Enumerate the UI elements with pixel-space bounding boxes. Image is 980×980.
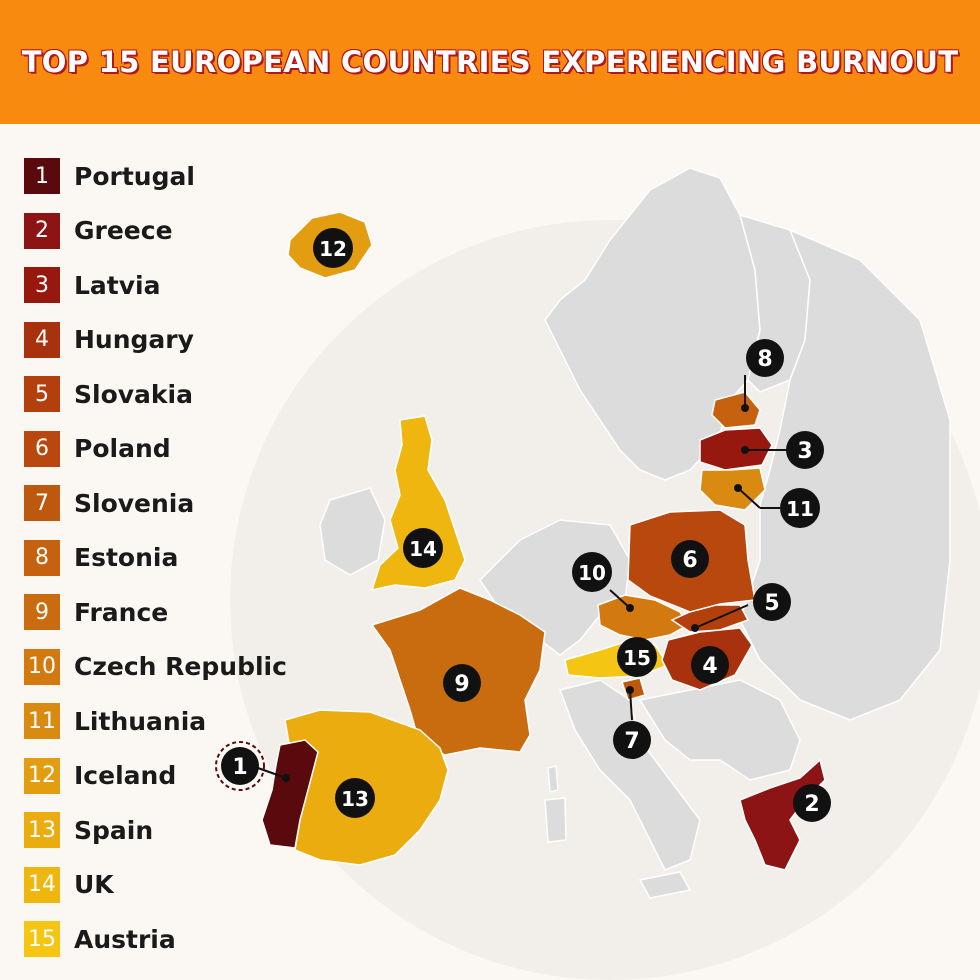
europe-map: 1 2 3 4 5 6 7 8 9 10 11 12 13 14 15 (215, 167, 980, 980)
marker-spain: 13 (335, 778, 375, 818)
legend-rank-badge: 5 (24, 376, 60, 412)
header-banner: TOP 15 EUROPEAN COUNTRIES EXPERIENCING B… (0, 0, 980, 124)
svg-text:4: 4 (702, 654, 717, 679)
marker-greece: 2 (793, 784, 831, 822)
legend-item: 7 Slovenia (24, 483, 324, 523)
legend-rank-badge: 1 (24, 158, 60, 194)
marker-austria: 15 (617, 637, 657, 677)
leader-lines (257, 375, 790, 779)
legend-rank-badge: 10 (24, 648, 60, 685)
legend-rank-badge: 13 (24, 812, 60, 848)
marker-portugal-halo (215, 741, 265, 791)
legend-country-label: Spain (74, 815, 154, 845)
legend-country-label: France (74, 597, 169, 627)
corsica-land (547, 765, 559, 793)
marker-poland: 6 (671, 540, 709, 578)
legend-country-label: UK (74, 870, 114, 899)
svg-text:5: 5 (764, 591, 779, 616)
legend-rank-badge: 14 (24, 866, 60, 903)
legend-rank-badge: 9 (24, 594, 60, 630)
legend-item: 4 Hungary (24, 320, 324, 360)
marker-uk: 14 (403, 528, 443, 568)
scandinavia-land (544, 167, 761, 481)
legend-rank-badge: 11 (24, 703, 60, 739)
country-portugal (261, 739, 319, 849)
svg-text:15: 15 (623, 646, 651, 670)
marker-iceland: 12 (313, 228, 353, 268)
legend-country-label: Latvia (74, 270, 161, 300)
svg-text:11: 11 (786, 497, 814, 521)
legend-country-label: Hungary (74, 325, 194, 354)
svg-text:13: 13 (341, 787, 369, 811)
legend-item: 5 Slovakia (24, 374, 324, 414)
legend-rank-badge: 6 (24, 430, 60, 467)
legend-rank-badge: 8 (24, 539, 60, 576)
marker-portugal: 1 (221, 747, 259, 785)
legend-rank-badge: 12 (24, 757, 60, 794)
svg-text:6: 6 (682, 548, 697, 573)
balkans-land (638, 679, 801, 781)
legend-country-label: Iceland (74, 761, 177, 790)
legend-item: 3 Latvia (24, 265, 324, 305)
legend-item: 10 Czech Republic (24, 647, 324, 687)
legend-item: 11 Lithuania (24, 701, 324, 741)
legend-country-label: Slovenia (74, 488, 195, 518)
page-title: TOP 15 EUROPEAN COUNTRIES EXPERIENCING B… (21, 45, 959, 79)
svg-text:1: 1 (232, 755, 247, 780)
marker-slovakia: 5 (753, 583, 791, 621)
ranked-countries (261, 211, 826, 871)
legend-country-label: Austria (74, 924, 176, 954)
legend-rank-badge: 2 (24, 212, 60, 249)
legend-item: 12 Iceland (24, 756, 324, 796)
svg-text:8: 8 (757, 347, 772, 372)
legend-country-label: Slovakia (74, 379, 193, 409)
svg-text:3: 3 (797, 439, 812, 464)
sardinia-land (544, 797, 567, 843)
legend-country-label: Portugal (74, 161, 195, 191)
legend-rank-badge: 15 (24, 921, 60, 957)
legend-item: 14 UK (24, 865, 324, 905)
marker-slovenia: 7 (613, 721, 651, 759)
legend-item: 1 Portugal (24, 156, 324, 196)
legend-country-label: Poland (74, 434, 171, 463)
legend-item: 2 Greece (24, 211, 324, 251)
legend-rank-badge: 3 (24, 267, 60, 303)
marker-estonia: 8 (746, 339, 784, 377)
sicily-land (638, 871, 692, 899)
legend-item: 13 Spain (24, 810, 324, 850)
country-latvia (699, 427, 773, 471)
marker-lithuania: 11 (780, 488, 820, 528)
legend-country-label: Lithuania (74, 706, 207, 736)
legend-rank-badge: 7 (24, 485, 60, 521)
marker-france: 9 (443, 664, 481, 702)
legend-item: 9 France (24, 592, 324, 632)
svg-text:10: 10 (578, 561, 606, 585)
legend-country-label: Greece (74, 216, 173, 245)
legend-item: 15 Austria (24, 919, 324, 959)
legend: 1 Portugal 2 Greece 3 Latvia 4 Hungary 5 Slovakia… (24, 156, 324, 974)
rank-markers: 1 2 3 4 5 6 7 8 9 10 11 12 13 14 15 (215, 228, 831, 822)
svg-text:14: 14 (409, 537, 437, 561)
marker-czech-republic: 10 (572, 552, 612, 592)
legend-country-label: Estonia (74, 543, 179, 572)
svg-text:12: 12 (319, 237, 347, 261)
legend-item: 6 Poland (24, 429, 324, 469)
legend-country-label: Czech Republic (74, 652, 287, 681)
country-czech-republic (597, 594, 690, 641)
svg-text:2: 2 (804, 792, 819, 817)
svg-text:9: 9 (454, 672, 469, 697)
east-europe-land (739, 228, 951, 721)
legend-item: 8 Estonia (24, 538, 324, 578)
marker-hungary: 4 (691, 646, 729, 684)
legend-rank-badge: 4 (24, 321, 60, 358)
leader-dots (282, 404, 749, 782)
marker-latvia: 3 (786, 431, 824, 469)
svg-text:7: 7 (624, 729, 639, 754)
country-lithuania (699, 467, 766, 511)
ireland-land (319, 487, 386, 576)
